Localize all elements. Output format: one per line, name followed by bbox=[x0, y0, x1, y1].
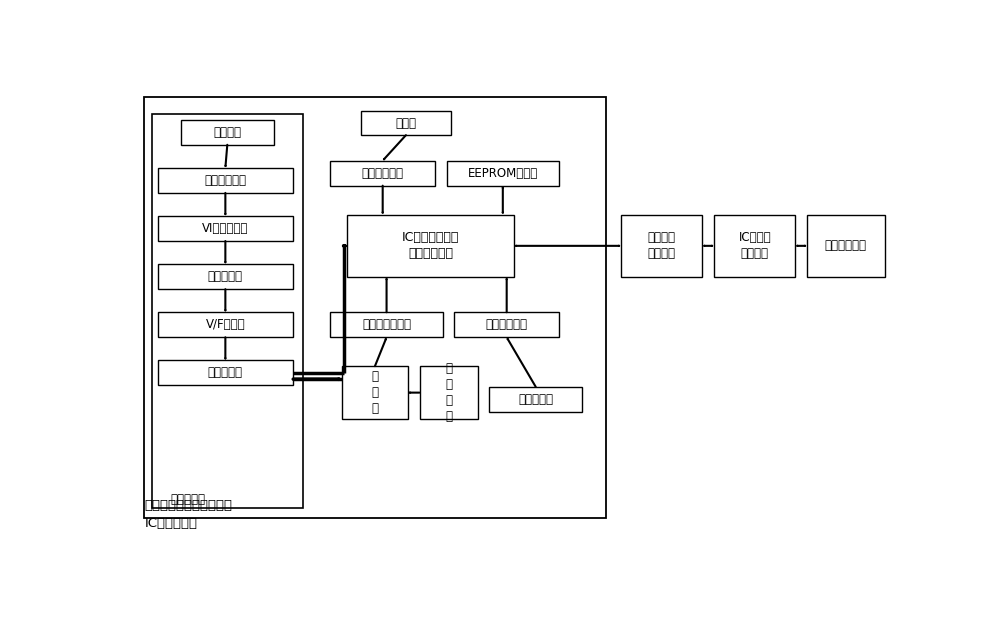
Bar bbox=[621, 214, 702, 277]
Text: 继电器控制电路: 继电器控制电路 bbox=[362, 318, 411, 331]
Text: 电
源
输
出: 电 源 输 出 bbox=[445, 362, 452, 423]
Bar bbox=[330, 161, 435, 186]
Text: 继
电
器: 继 电 器 bbox=[371, 370, 378, 415]
Bar bbox=[158, 264, 293, 289]
Bar bbox=[489, 387, 582, 412]
Text: IC卡信息
交换模块: IC卡信息 交换模块 bbox=[738, 231, 771, 261]
Bar bbox=[420, 366, 478, 419]
Bar bbox=[342, 366, 408, 419]
Bar bbox=[454, 312, 559, 338]
Bar bbox=[347, 214, 514, 277]
Bar bbox=[152, 114, 303, 508]
Bar bbox=[158, 361, 293, 386]
Bar bbox=[158, 216, 293, 241]
Text: VI脉冲放大器: VI脉冲放大器 bbox=[202, 222, 249, 235]
Bar bbox=[361, 111, 450, 135]
Text: 计数器模块: 计数器模块 bbox=[170, 492, 205, 506]
Text: 电压检测电路: 电压检测电路 bbox=[204, 174, 246, 187]
Bar bbox=[447, 161, 559, 186]
Bar bbox=[158, 168, 293, 193]
Text: 液晶显示电路: 液晶显示电路 bbox=[486, 318, 528, 331]
Text: 售电管理系统: 售电管理系统 bbox=[825, 239, 867, 252]
Text: 蜂鸣器: 蜂鸣器 bbox=[395, 117, 416, 129]
Text: V/F转换器: V/F转换器 bbox=[206, 318, 245, 331]
Bar bbox=[158, 312, 293, 338]
Text: IC卡智能电能表
终端主控制器: IC卡智能电能表 终端主控制器 bbox=[402, 231, 459, 261]
Bar bbox=[144, 97, 606, 518]
Bar bbox=[181, 120, 274, 145]
Text: EEPROM存储器: EEPROM存储器 bbox=[468, 167, 538, 179]
Text: 信息安全
管理模块: 信息安全 管理模块 bbox=[648, 231, 676, 261]
Bar bbox=[714, 214, 795, 277]
Text: 脉冲计数器: 脉冲计数器 bbox=[208, 366, 243, 379]
Text: 电源输入: 电源输入 bbox=[213, 126, 241, 139]
Text: 模拟乘法器: 模拟乘法器 bbox=[208, 270, 243, 283]
Bar bbox=[330, 312, 443, 338]
Bar bbox=[807, 214, 885, 277]
Text: 余量判别电路: 余量判别电路 bbox=[362, 167, 404, 179]
Text: 液晶显示器: 液晶显示器 bbox=[518, 393, 553, 406]
Text: 嵌有信息安全管理模块的
IC卡智电能表: 嵌有信息安全管理模块的 IC卡智电能表 bbox=[144, 499, 232, 530]
